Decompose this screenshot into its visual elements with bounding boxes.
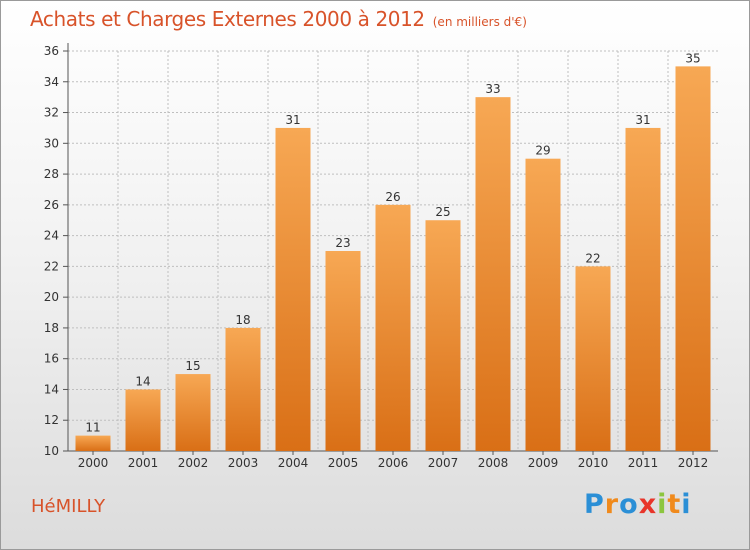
x-tick-label: 2012 xyxy=(678,456,709,470)
title-row: Achats et Charges Externes 2000 à 2012 (e… xyxy=(30,7,527,31)
x-tick-label: 2002 xyxy=(178,456,209,470)
bar xyxy=(125,389,161,451)
bar xyxy=(425,220,461,451)
labels: 10 12 14 16 18 20 22 24 26 28 30 32 34 36 11 2000 14 2001… xyxy=(44,44,709,470)
x-tick-label: 2011 xyxy=(628,456,659,470)
y-tick-label: 28 xyxy=(44,167,59,181)
logo-letter: r xyxy=(604,489,620,520)
x-tick-label: 2001 xyxy=(128,456,159,470)
bar xyxy=(675,66,711,451)
bar-value-label: 11 xyxy=(85,421,100,435)
bar xyxy=(375,204,411,451)
y-tick-label: 18 xyxy=(44,321,59,335)
y-tick-label: 12 xyxy=(44,413,59,427)
chart-title: Achats et Charges Externes 2000 à 2012 xyxy=(30,7,425,31)
bar-value-label: 18 xyxy=(235,313,250,327)
bar-value-label: 31 xyxy=(635,113,650,127)
x-tick-label: 2000 xyxy=(78,456,109,470)
bar-value-label: 22 xyxy=(585,251,600,265)
y-tick-label: 24 xyxy=(44,229,59,243)
bar-value-label: 35 xyxy=(685,51,700,65)
commune-name: HéMILLY xyxy=(31,496,106,517)
x-tick-label: 2010 xyxy=(578,456,609,470)
y-tick-label: 16 xyxy=(44,352,59,366)
bar-chart: 10 12 14 16 18 20 22 24 26 28 30 32 34 36 11 2000 14 2001… xyxy=(44,43,718,470)
y-tick-label: 32 xyxy=(44,106,59,120)
bar-value-label: 33 xyxy=(485,82,500,96)
y-tick-label: 34 xyxy=(44,75,59,89)
x-tick-label: 2006 xyxy=(378,456,409,470)
y-tick-label: 10 xyxy=(44,444,59,458)
logo-letter: P xyxy=(584,489,605,520)
bar xyxy=(575,266,611,451)
bar xyxy=(225,327,261,451)
bar xyxy=(475,97,511,452)
logo-letter: o xyxy=(619,489,639,520)
bar xyxy=(75,435,111,451)
x-tick-label: 2007 xyxy=(428,456,459,470)
bar xyxy=(175,374,211,451)
chart-subtitle: (en milliers d'€) xyxy=(432,15,527,29)
x-tick-label: 2003 xyxy=(228,456,259,470)
y-tick-label: 22 xyxy=(44,259,59,273)
bar-value-label: 31 xyxy=(285,113,300,127)
bar-value-label: 25 xyxy=(435,205,450,219)
x-tick-label: 2004 xyxy=(278,456,309,470)
y-tick-label: 36 xyxy=(44,44,59,58)
bar-value-label: 26 xyxy=(385,190,400,204)
logo-letter: i xyxy=(681,489,692,520)
bar-value-label: 15 xyxy=(185,359,200,373)
y-tick-label: 26 xyxy=(44,198,59,212)
logo-letter: t xyxy=(667,489,682,520)
bar-value-label: 14 xyxy=(135,374,150,388)
y-tick-label: 30 xyxy=(44,136,59,150)
logo-letter: i xyxy=(657,489,668,520)
bar xyxy=(525,158,561,451)
logo-letter: x xyxy=(638,489,658,520)
x-tick-label: 2005 xyxy=(328,456,359,470)
y-tick-label: 14 xyxy=(44,382,59,396)
bars xyxy=(75,66,711,452)
bar xyxy=(275,127,311,451)
y-tick-label: 20 xyxy=(44,290,59,304)
proxiti-logo[interactable]: Proxiti xyxy=(584,489,692,520)
x-tick-label: 2008 xyxy=(478,456,509,470)
bar-value-label: 29 xyxy=(535,144,550,158)
bar xyxy=(325,251,361,451)
bar-value-label: 23 xyxy=(335,236,350,250)
x-tick-label: 2009 xyxy=(528,456,559,470)
bar xyxy=(625,127,661,451)
